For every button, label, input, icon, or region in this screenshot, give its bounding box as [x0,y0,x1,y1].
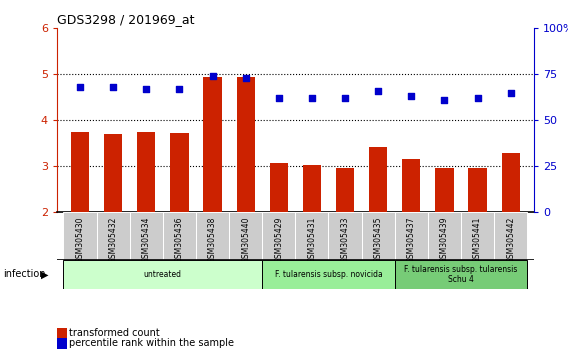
Point [341,96,350,101]
Bar [236,77,255,212]
Bar [97,212,130,260]
Point [241,75,250,81]
Text: GDS3298 / 201969_at: GDS3298 / 201969_at [57,13,194,26]
Bar [395,260,527,289]
Bar [71,132,89,212]
Text: GSM305437: GSM305437 [407,216,416,263]
Bar [395,212,428,260]
Text: GSM305438: GSM305438 [208,216,217,263]
Bar [170,133,189,212]
Bar [295,212,328,260]
Text: GSM305431: GSM305431 [307,216,316,263]
Text: GSM305440: GSM305440 [241,216,250,263]
Point [142,86,151,92]
Bar [362,212,395,260]
Text: GSM305441: GSM305441 [473,216,482,263]
Point [175,86,184,92]
Bar [196,212,229,260]
Point [307,96,316,101]
Text: GSM305433: GSM305433 [341,216,349,263]
Bar [163,212,196,260]
Text: GSM305442: GSM305442 [506,216,515,263]
Bar [402,159,420,212]
Text: percentile rank within the sample: percentile rank within the sample [69,338,234,348]
Text: GSM305434: GSM305434 [142,216,151,263]
Bar [203,77,222,212]
Text: GSM305436: GSM305436 [175,216,184,263]
Bar [428,212,461,260]
Bar [229,212,262,260]
Text: F. tularensis subsp. tularensis
Schu 4: F. tularensis subsp. tularensis Schu 4 [404,265,517,284]
Text: ▶: ▶ [41,269,48,279]
Text: untreated: untreated [144,270,182,279]
Bar [336,168,354,212]
Text: GSM305430: GSM305430 [76,216,85,263]
Bar [328,212,362,260]
Bar [64,260,262,289]
Bar [369,147,387,212]
Text: GSM305439: GSM305439 [440,216,449,263]
Point [440,97,449,103]
Point [506,90,515,96]
Bar [262,260,395,289]
Bar [64,212,97,260]
Text: GSM305435: GSM305435 [374,216,383,263]
Point [473,96,482,101]
Point [374,88,383,94]
Point [407,93,416,99]
Text: GSM305429: GSM305429 [274,216,283,263]
Bar [494,212,527,260]
Bar [270,163,288,212]
Point [108,84,118,90]
Point [208,73,217,79]
Bar [262,212,295,260]
Text: F. tularensis subsp. novicida: F. tularensis subsp. novicida [274,270,382,279]
Bar [303,165,321,212]
Bar [104,134,122,212]
Bar [130,212,163,260]
Bar [461,212,494,260]
Text: GSM305432: GSM305432 [108,216,118,263]
Point [274,96,283,101]
Bar [502,154,520,212]
Bar [469,168,487,212]
Text: infection: infection [3,269,45,279]
Point [76,84,85,90]
Bar [137,132,156,212]
Bar [435,168,454,212]
Text: transformed count: transformed count [69,329,160,338]
